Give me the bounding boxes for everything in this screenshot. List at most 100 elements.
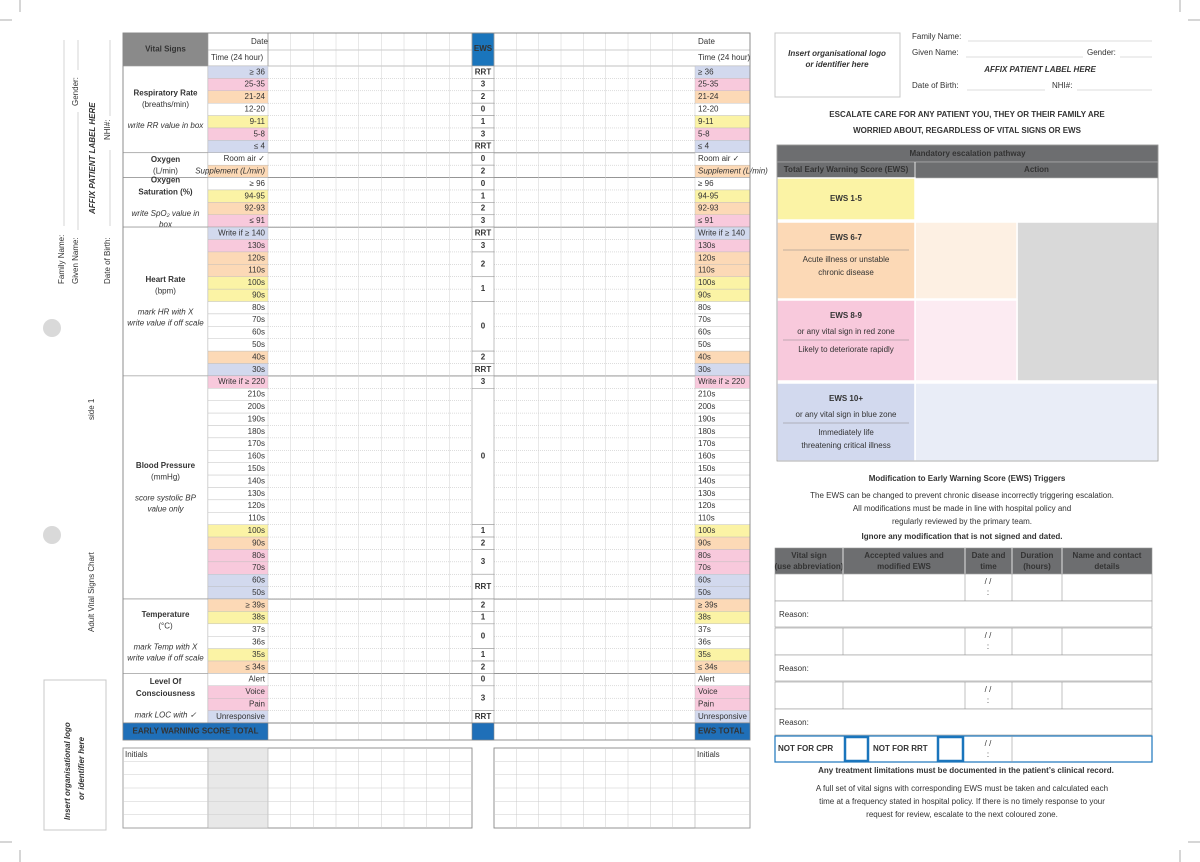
score-cell (776, 177, 916, 221)
range-label: 150s (698, 464, 715, 473)
initials-label: Initials (125, 750, 148, 759)
section-label: write RR value in box (128, 121, 205, 130)
ews-score: 2 (481, 662, 486, 671)
date-mask: / / (985, 739, 992, 748)
score-cell (776, 221, 916, 300)
range-label: ≥ 96 (249, 179, 265, 188)
range-label: 50s (698, 588, 711, 597)
range-label: 80s (698, 303, 711, 312)
range-label: ≥ 36 (249, 67, 265, 76)
range-label: 120s (698, 253, 715, 262)
ews-score: 3 (481, 80, 486, 89)
range-label: 130s (698, 489, 715, 498)
range-label: 210s (248, 390, 265, 399)
ews-score: 1 (481, 526, 486, 535)
range-label: 25-35 (245, 80, 266, 89)
patient-label-note: AFFIX PATIENT LABEL HERE (983, 65, 1096, 74)
range-label: 90s (698, 538, 711, 547)
limitation-label: NOT FOR RRT (873, 744, 928, 753)
limitation-label: NOT FOR CPR (778, 744, 833, 753)
limitations-note: Any treatment limitations must be docume… (818, 766, 1114, 775)
range-label: 120s (248, 501, 265, 510)
range-label: 37s (252, 625, 265, 634)
score-label: EWS 6-7 (830, 233, 863, 242)
patient-field: Given Name: (912, 48, 959, 57)
range-label: 21-24 (698, 92, 719, 101)
range-label: 21-24 (245, 92, 266, 101)
range-label: 110s (698, 266, 715, 275)
section-label: Heart Rate (145, 275, 186, 284)
range-label: 60s (698, 576, 711, 585)
range-label: 90s (252, 538, 265, 547)
range-label: ≤ 4 (254, 142, 266, 151)
ews-score: 2 (481, 538, 486, 547)
ews-score: 3 (481, 377, 486, 386)
section-label: (breaths/min) (142, 100, 189, 109)
section-label: (mmHg) (151, 473, 180, 482)
range-label: Alert (698, 675, 715, 684)
range-label: Voice (698, 687, 718, 696)
range-label: Supplement (L/min) (195, 166, 265, 175)
logo-box (774, 32, 901, 98)
section-label: write value if off scale (127, 653, 204, 662)
range-label: Room air ✓ (698, 154, 739, 163)
ews-score: 2 (481, 92, 486, 101)
reason-label: Reason: (779, 718, 809, 727)
section-label: Oxygen (151, 175, 180, 184)
range-label: 100s (698, 526, 715, 535)
range-label: 190s (248, 414, 265, 423)
section-label-cell (122, 65, 209, 154)
ews-score: 1 (481, 650, 486, 659)
section-label: mark Temp with X (134, 642, 198, 651)
header-label: Date (698, 37, 715, 46)
footer-note: A full set of vital signs with correspon… (816, 784, 1108, 793)
date-mask: / / (985, 631, 992, 640)
pathway-frame (776, 144, 1159, 462)
header-label: Time (24 hour) (698, 53, 751, 62)
range-label: 12-20 (698, 104, 719, 113)
patient-field: Date of Birth: (103, 237, 112, 284)
header-cell (267, 32, 473, 67)
ews-score: 0 (481, 104, 486, 113)
total-label: EARLY WARNING SCORE TOTAL (133, 727, 259, 736)
range-label: 120s (698, 501, 715, 510)
reason-label: Reason: (779, 610, 809, 619)
footer-note: time at a frequency stated in hospital p… (819, 797, 1105, 806)
modification-column: Name and contact (1073, 551, 1142, 560)
ews-score: 1 (481, 191, 486, 200)
section-label: Level Of (150, 677, 182, 686)
range-label: Unresponsive (216, 712, 265, 721)
range-label: 5-8 (698, 129, 710, 138)
section-label: mark HR with X (138, 308, 194, 317)
score-sub: or any vital sign in red zone (797, 327, 895, 336)
modification-column: (use abbreviation) (775, 562, 844, 571)
range-label: 9-11 (698, 117, 714, 126)
range-label: 35s (252, 650, 265, 659)
range-label: 70s (252, 315, 265, 324)
score-description: Immediately life (818, 428, 874, 437)
range-label: 130s (698, 241, 715, 250)
range-label: 150s (248, 464, 265, 473)
range-label: 60s (252, 576, 265, 585)
range-label: 36s (252, 638, 265, 647)
action-cell (914, 382, 1159, 462)
range-label: 140s (248, 476, 265, 485)
reason-label: Reason: (779, 664, 809, 673)
range-label: 110s (248, 514, 265, 523)
header-title: Vital Signs (145, 45, 186, 54)
patient-field: Given Name: (71, 237, 80, 284)
range-label: 160s (698, 452, 715, 461)
initials-label: Initials (697, 750, 720, 759)
header-label: Date (251, 37, 268, 46)
range-label: ≥ 36 (698, 67, 714, 76)
range-label: ≤ 34s (698, 662, 718, 671)
section-label: write SpO₂ value in (132, 209, 201, 218)
ews-score: 3 (481, 241, 486, 250)
section-label-cell (122, 598, 209, 674)
score-description: Acute illness or unstable (803, 255, 890, 264)
ews-score: RRT (475, 582, 492, 591)
ews-score: 3 (481, 216, 486, 225)
range-label: Unresponsive (698, 712, 747, 721)
section-label: Saturation (%) (138, 187, 193, 196)
section-label-cell (122, 375, 209, 600)
